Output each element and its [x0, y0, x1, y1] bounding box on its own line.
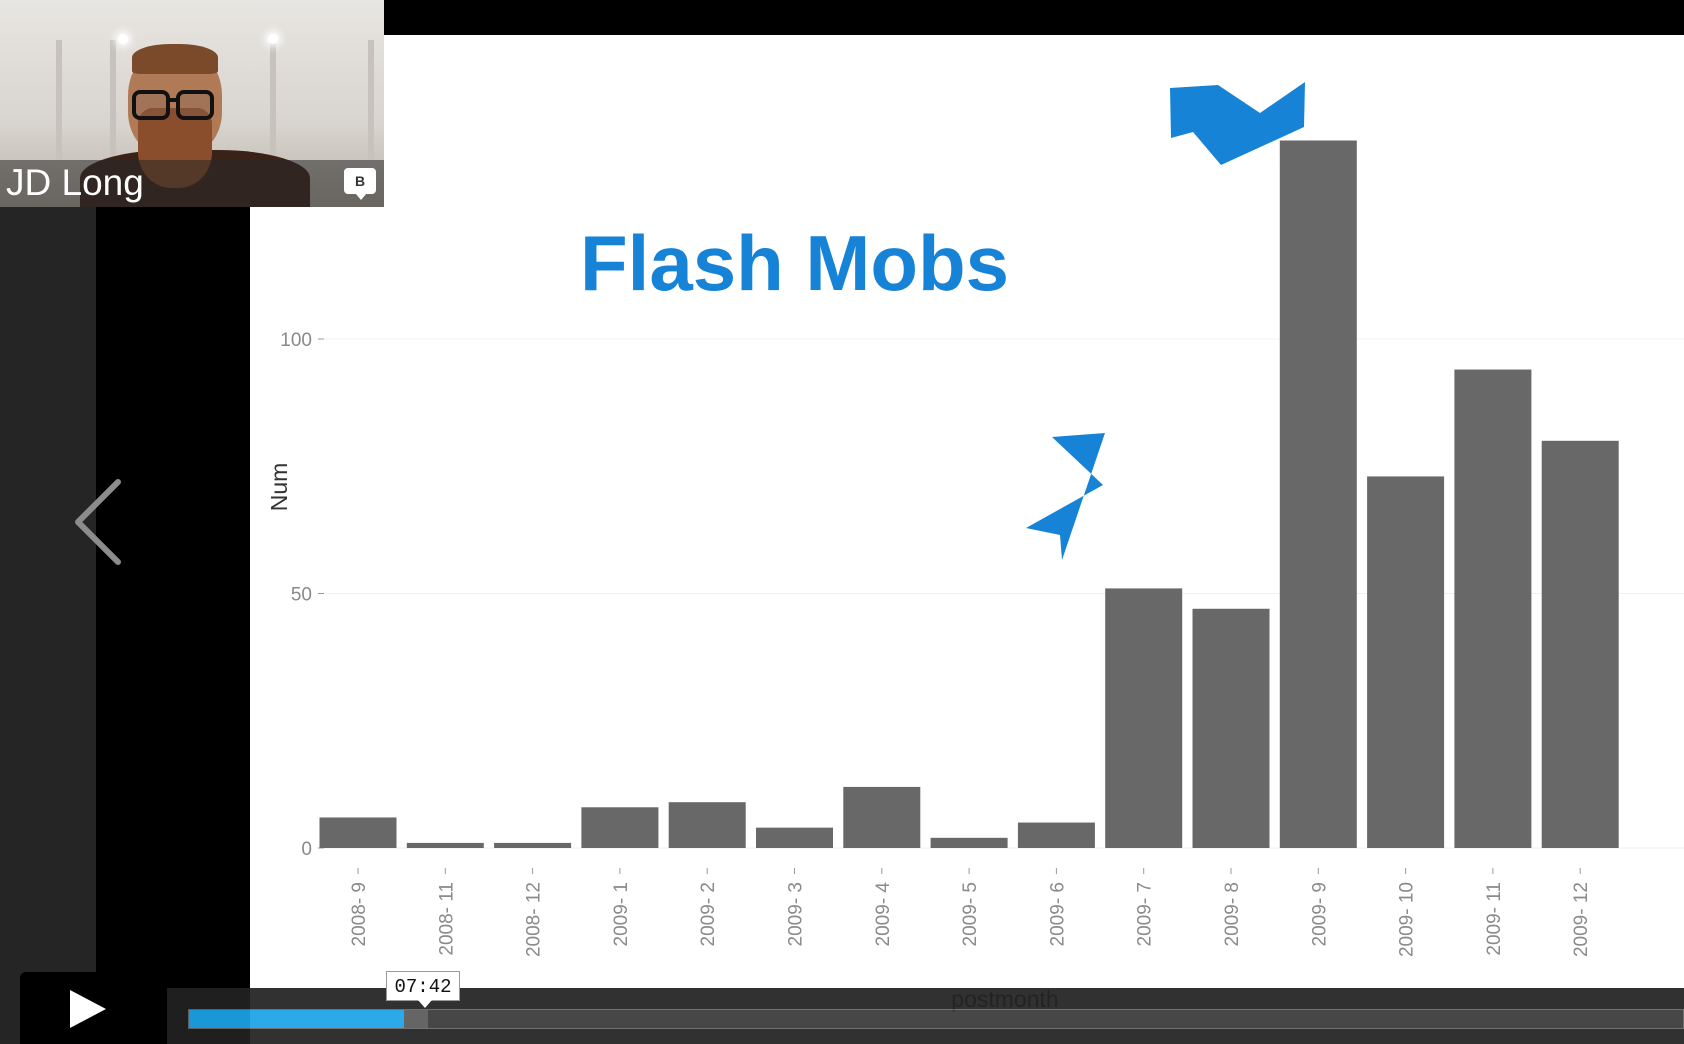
play-button[interactable]	[20, 972, 150, 1044]
presentation-slide: Flash Mobs 0 50 100 Num 2008- 9 2008- 11 200…	[250, 35, 1684, 1044]
bar-2009-8	[1192, 608, 1270, 848]
bar-2009-9	[1279, 140, 1357, 848]
ceiling-light	[118, 34, 128, 44]
glasses-lens	[176, 90, 214, 120]
chat-bubble-icon[interactable]: B	[344, 168, 376, 200]
progress-played	[189, 1010, 405, 1028]
letterbox	[96, 207, 250, 1044]
annotation-arrow-2009-7	[1026, 433, 1105, 560]
bar-2009-1	[581, 807, 659, 848]
glasses-lens	[132, 90, 170, 120]
progress-track[interactable]	[188, 1009, 1684, 1029]
y-tick-label: 0	[301, 839, 312, 860]
participant-video[interactable]: JD Long B	[0, 0, 384, 207]
window-blind	[270, 40, 276, 170]
bar-2009-2	[668, 802, 746, 848]
x-tick-label: 2009- 10	[1397, 882, 1418, 957]
x-tick-label: 2009- 12	[1571, 882, 1592, 957]
x-tick-label: 2009- 5	[960, 882, 981, 946]
bar-2008-11	[406, 842, 484, 848]
y-axis-label: Num	[266, 463, 292, 512]
x-tick-label: 2009- 3	[786, 882, 807, 946]
x-tick-label: 2009- 8	[1222, 882, 1243, 946]
window-blind	[110, 40, 116, 170]
previous-slide-button[interactable]	[66, 478, 126, 566]
chevron-left-icon	[75, 479, 121, 565]
x-tick-label: 2008- 12	[524, 882, 545, 957]
x-tick-label: 2008- 9	[349, 882, 370, 946]
bar-2009-7	[1105, 588, 1183, 848]
glasses-bridge	[166, 98, 180, 102]
bar-2009-12	[1541, 440, 1619, 848]
y-tick-label: 50	[291, 585, 312, 606]
y-tick-label: 100	[280, 330, 312, 351]
window-blind	[368, 40, 374, 170]
annotation-arrow-2009-9	[1170, 82, 1305, 165]
bar-2009-6	[1017, 822, 1095, 848]
bar-2009-11	[1454, 369, 1532, 848]
bar-group	[319, 140, 1619, 848]
y-axis: 0 50 100	[280, 330, 324, 860]
x-tick-label: 2009- 9	[1309, 882, 1330, 946]
time-tooltip: 07:42	[386, 971, 460, 1008]
bar-2009-10	[1367, 476, 1445, 848]
bar-2009-4	[843, 786, 921, 848]
x-axis: 2008- 9 2008- 11 2008- 12 2009- 1 2009- 2 200…	[349, 868, 1592, 957]
person-hair	[132, 44, 218, 74]
play-icon	[70, 990, 106, 1028]
participant-name: JD Long	[6, 162, 144, 203]
bar-2009-5	[930, 837, 1008, 848]
ceiling-light	[268, 34, 278, 44]
top-letterbox	[384, 0, 1684, 35]
bar-2008-12	[494, 842, 572, 848]
left-panel	[0, 207, 96, 1044]
x-tick-label: 2009- 4	[873, 882, 894, 947]
x-tick-label: 2008- 11	[436, 882, 457, 956]
name-bar	[0, 160, 384, 207]
bar-2008-9	[319, 817, 397, 848]
x-tick-label: 2009- 6	[1047, 882, 1068, 946]
chart-title: Flash Mobs	[580, 219, 1009, 307]
x-tick-label: 2009- 2	[698, 882, 719, 946]
x-tick-label: 2009- 1	[611, 882, 632, 946]
window-blind	[56, 40, 62, 170]
x-tick-label: 2009- 7	[1135, 882, 1156, 946]
bar-2009-3	[756, 827, 833, 848]
x-tick-label: 2009- 11	[1484, 882, 1505, 956]
